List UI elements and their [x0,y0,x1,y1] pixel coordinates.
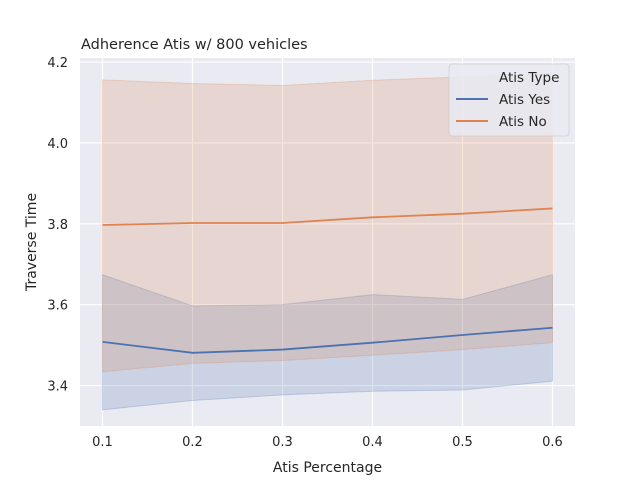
y-tick-label: 4.0 [47,137,68,152]
x-axis-label: Atis Percentage [273,460,382,476]
y-tick-label: 3.4 [47,380,68,395]
legend-box [448,63,570,137]
x-tick-labels: 0.1 0.2 0.3 0.4 0.5 0.6 [92,435,563,450]
x-tick-label: 0.1 [92,435,113,450]
ci-band-atis-yes [102,274,553,411]
legend-title: Atis Type [499,70,559,86]
x-tick-label: 0.6 [542,435,563,450]
y-tick-label: 3.6 [47,299,68,314]
x-tick-label: 0.3 [272,435,293,450]
x-tick-label: 0.2 [182,435,203,450]
ci-band-atis-no [102,72,553,373]
series-lines [102,207,553,354]
y-tick-label: 3.8 [47,218,68,233]
chart-title: Adherence Atis w/ 800 vehicles [81,37,308,53]
confidence-bands [102,72,553,411]
legend: Atis Type Atis Yes Atis No [448,63,570,137]
legend-label-atis-no: Atis No [499,114,547,130]
legend-label-atis-yes: Atis Yes [499,92,550,108]
x-tick-label: 0.4 [362,435,383,450]
x-tick-label: 0.5 [452,435,473,450]
y-tick-label: 4.2 [47,56,68,71]
series-line-atis-no [102,207,553,226]
y-axis-label: Traverse Time [24,193,40,292]
y-tick-labels: 3.4 3.6 3.8 4.0 4.2 [47,56,68,395]
series-line-atis-yes [102,326,553,354]
